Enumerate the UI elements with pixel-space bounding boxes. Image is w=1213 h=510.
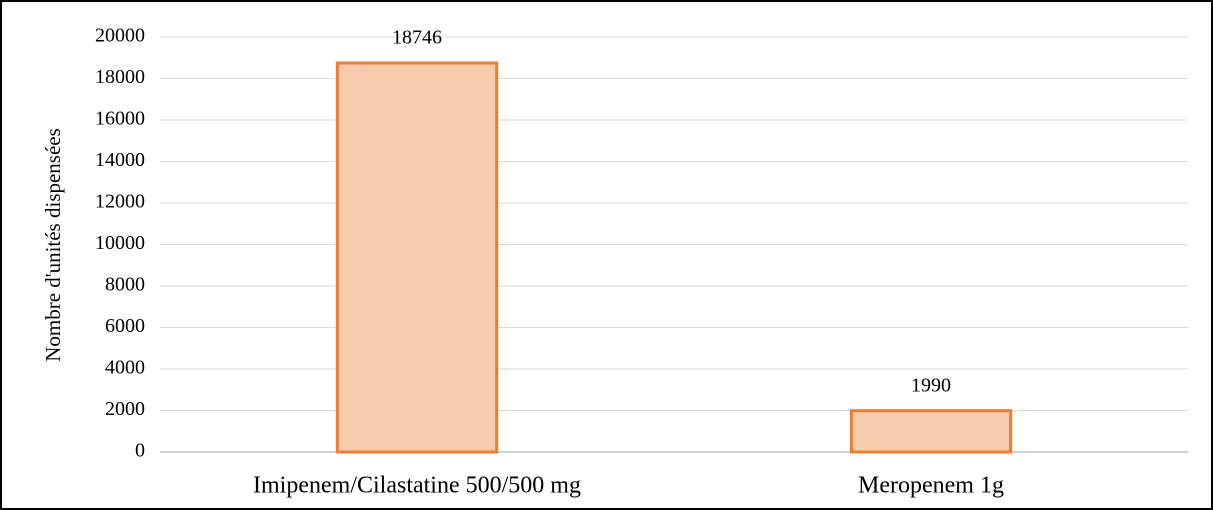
y-tick-label: 18000 <box>95 66 145 88</box>
y-tick-label: 6000 <box>105 315 145 337</box>
bar <box>335 61 499 454</box>
y-tick-label: 4000 <box>105 357 145 379</box>
y-axis-label: Nombre d'unités dispensées <box>41 128 65 362</box>
y-tick-label: 10000 <box>95 232 145 254</box>
y-tick-label: 20000 <box>95 25 145 47</box>
y-tick-label: 12000 <box>95 191 145 213</box>
data-label: 18746 <box>392 27 442 49</box>
y-tick-label: 14000 <box>95 149 145 171</box>
y-tick-label: 2000 <box>105 398 145 420</box>
y-tick-label: 0 <box>135 440 145 462</box>
bar <box>849 409 1013 454</box>
y-tick-label: 16000 <box>95 108 145 130</box>
data-label: 1990 <box>911 374 951 396</box>
x-tick-label: Imipenem/Cilastatine 500/500 mg <box>253 473 581 499</box>
x-tick-label: Meropenem 1g <box>858 473 1004 499</box>
y-tick-label: 8000 <box>105 274 145 296</box>
